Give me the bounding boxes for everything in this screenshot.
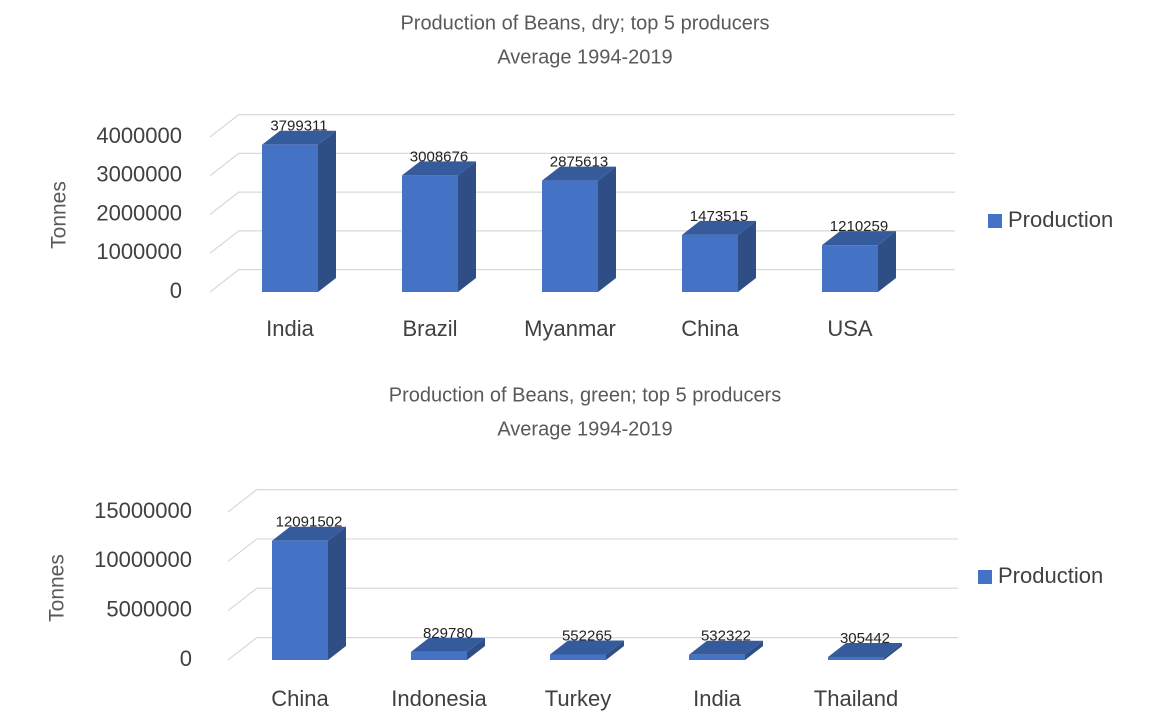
x-tick-label: China bbox=[681, 316, 739, 341]
x-tick-label: Thailand bbox=[814, 686, 898, 711]
bar-front bbox=[411, 651, 467, 660]
bar bbox=[822, 231, 896, 292]
y-tick-label: 15000000 bbox=[94, 498, 192, 523]
chart-title: Production of Beans, dry; top 5 producer… bbox=[400, 12, 769, 34]
bar-top bbox=[411, 637, 485, 652]
bar-side bbox=[328, 526, 346, 660]
bar bbox=[402, 161, 476, 292]
bar-front bbox=[682, 234, 738, 292]
y-axis-label: Tonnes bbox=[46, 554, 69, 622]
x-tick-label: India bbox=[266, 316, 314, 341]
bar-top bbox=[689, 640, 763, 655]
bar-front bbox=[828, 656, 884, 660]
y-axis-label: Tonnes bbox=[48, 181, 71, 249]
bar-side bbox=[606, 640, 624, 660]
bar-top bbox=[542, 166, 616, 181]
y-tick-label: 0 bbox=[170, 278, 182, 303]
bar-front bbox=[262, 144, 318, 292]
grid-line bbox=[227, 489, 958, 513]
y-tick-label: 0 bbox=[180, 646, 192, 671]
data-label: 12091502 bbox=[276, 514, 343, 531]
data-label: 2875613 bbox=[550, 154, 608, 171]
bar-front bbox=[272, 540, 328, 660]
grid-line bbox=[209, 152, 955, 177]
x-tick-label: Myanmar bbox=[524, 316, 616, 341]
grid-line bbox=[209, 191, 955, 215]
legend-swatch bbox=[978, 570, 992, 584]
bar bbox=[682, 220, 756, 292]
grid-line bbox=[209, 114, 955, 138]
bar bbox=[542, 166, 616, 292]
x-tick-label: China bbox=[271, 686, 329, 711]
bar-front bbox=[822, 245, 878, 292]
bar-top bbox=[402, 161, 476, 176]
data-label: 3008676 bbox=[410, 148, 468, 165]
y-tick-label: 1000000 bbox=[96, 239, 182, 264]
bar bbox=[411, 637, 485, 660]
y-tick-label: 5000000 bbox=[106, 596, 192, 621]
legend-swatch bbox=[988, 214, 1002, 228]
data-label: 532322 bbox=[701, 628, 751, 645]
y-tick-label: 10000000 bbox=[94, 547, 192, 572]
bar-top bbox=[550, 640, 624, 655]
data-label: 3799311 bbox=[270, 118, 327, 135]
bar-front bbox=[402, 175, 458, 292]
bar-front bbox=[689, 654, 745, 660]
bar-side bbox=[458, 161, 476, 292]
data-label: 829780 bbox=[423, 625, 473, 642]
bar-side bbox=[318, 130, 336, 292]
x-tick-label: Brazil bbox=[402, 316, 457, 341]
bar-top bbox=[262, 130, 336, 145]
chart-subtitle: Average 1994-2019 bbox=[497, 418, 672, 440]
data-label: 1210259 bbox=[830, 218, 888, 235]
grid-line bbox=[227, 538, 958, 562]
grid-line bbox=[227, 587, 958, 612]
bar-top bbox=[272, 526, 346, 541]
legend-label: Production bbox=[1008, 207, 1113, 232]
data-label: 305442 bbox=[840, 630, 890, 647]
x-tick-label: India bbox=[693, 686, 741, 711]
chart-title: Production of Beans, green; top 5 produc… bbox=[389, 384, 781, 406]
bar-side bbox=[878, 231, 896, 292]
bar bbox=[262, 130, 336, 292]
chart-subtitle: Average 1994-2019 bbox=[497, 46, 672, 68]
bar bbox=[272, 526, 346, 660]
legend-label: Production bbox=[998, 563, 1103, 588]
bar bbox=[689, 640, 763, 660]
x-tick-label: Indonesia bbox=[391, 686, 487, 711]
bar-side bbox=[467, 637, 485, 660]
bar-top bbox=[828, 642, 902, 657]
grid-line bbox=[227, 637, 958, 661]
bar-top bbox=[822, 231, 896, 246]
bar-front bbox=[550, 654, 606, 660]
bar bbox=[828, 642, 902, 660]
x-tick-label: Turkey bbox=[545, 686, 611, 711]
bar-front bbox=[542, 180, 598, 292]
y-tick-label: 3000000 bbox=[96, 162, 182, 187]
bar-side bbox=[884, 642, 902, 660]
y-tick-label: 4000000 bbox=[96, 123, 182, 148]
bar-top bbox=[682, 220, 756, 235]
bar-side bbox=[598, 166, 616, 292]
data-label: 552265 bbox=[562, 628, 612, 645]
bar-side bbox=[745, 640, 763, 660]
x-tick-label: USA bbox=[827, 316, 873, 341]
bar-side bbox=[738, 220, 756, 292]
bar bbox=[550, 640, 624, 660]
data-label: 1473515 bbox=[690, 208, 748, 225]
y-tick-label: 2000000 bbox=[96, 200, 182, 225]
